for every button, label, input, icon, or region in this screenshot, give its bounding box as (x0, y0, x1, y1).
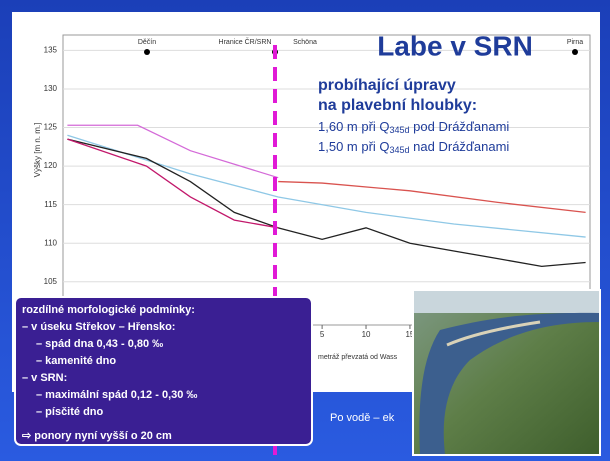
callout-line: – v úseku Střekov – Hřensko: (22, 321, 175, 333)
depth-line: 1,60 m při Q345d pod Drážďanami (318, 119, 509, 135)
callout-line: – kamenité dno (36, 355, 116, 367)
place: Schöna (293, 39, 317, 46)
page: 10511011512012513013551015Výšky [m n. m.… (0, 0, 610, 461)
y-tick-label: 110 (44, 238, 57, 247)
place: Děčín (138, 39, 156, 46)
callout-line: – maximální spád 0,12 - 0,30 ‰ (36, 389, 197, 401)
y-tick-label: 135 (44, 46, 58, 55)
y-axis-label: Výšky [m n. m.] (33, 123, 42, 178)
place-dot (572, 49, 578, 55)
x-tick-label: 10 (362, 330, 371, 339)
y-tick-label: 120 (44, 161, 58, 170)
x-note: metráž převzatá od Wass (318, 354, 398, 361)
y-tick-label: 125 (44, 123, 58, 132)
callout-line: rozdílné morfologické podmínky: (22, 304, 195, 316)
callout-line: ⇨ ponory nyní vyšší o 20 cm (22, 430, 172, 442)
footer: Po vodě – ek (330, 412, 395, 424)
photo (413, 290, 600, 455)
y-tick-label: 105 (44, 277, 58, 286)
title: Labe v SRN (377, 30, 533, 61)
callout-line: – v SRN: (22, 372, 67, 384)
place: Hranice ČR/SRN (219, 37, 272, 46)
depth-line: 1,50 m při Q345d nad Drážďanami (318, 139, 509, 155)
callout-line: – spád dna 0,43 - 0,80 ‰ (36, 338, 163, 350)
y-tick-label: 115 (44, 200, 57, 209)
slide: 10511011512012513013551015Výšky [m n. m.… (0, 0, 610, 461)
subtitle: probíhající úpravy (318, 77, 456, 94)
place-dot (144, 49, 150, 55)
photo-sky (414, 291, 599, 313)
callout-line: – písčité dno (36, 406, 104, 418)
x-tick-label: 5 (320, 330, 325, 339)
y-tick-label: 130 (44, 84, 58, 93)
subtitle: na plavební hloubky: (318, 97, 477, 114)
place: Pirna (567, 39, 583, 46)
callout: rozdílné morfologické podmínky: – v úsek… (15, 297, 312, 445)
